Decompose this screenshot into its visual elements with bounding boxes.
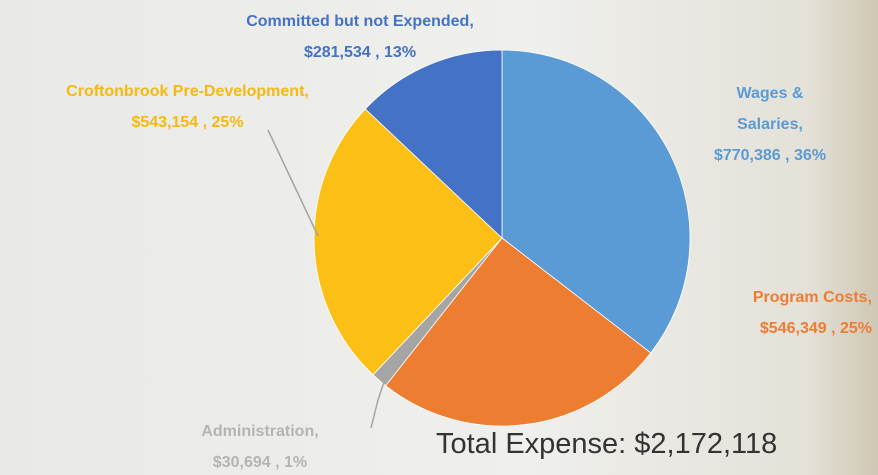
slice-label: Wages & Salaries, $770,386 , 36% bbox=[680, 78, 860, 171]
slice-label: Croftonbrook Pre-Development, $543,154 ,… bbox=[0, 76, 375, 138]
value-label: $30,694 , 1% bbox=[212, 454, 308, 471]
total-annotation: Total Expense: $2,172,118 bbox=[436, 428, 778, 460]
pie-slice bbox=[364, 49, 503, 239]
slice-label: Administration, $30,694 , 1% bbox=[160, 416, 360, 475]
pie-slice bbox=[385, 237, 652, 427]
slice-label: Program Costs, $546,349 , 25% bbox=[753, 282, 872, 344]
slice-label: Committed but not Expended, $281,534 , 1… bbox=[190, 6, 530, 68]
category-label: Program Costs, bbox=[752, 289, 872, 306]
slices bbox=[313, 49, 691, 427]
value-label: $543,154 , 25% bbox=[131, 114, 244, 131]
category-label: Croftonbrook Pre-Development, bbox=[66, 83, 309, 100]
pie-slice bbox=[313, 108, 503, 376]
leader-line bbox=[370, 375, 387, 429]
category-label: Committed but not Expended, bbox=[246, 13, 474, 30]
value-label: $281,534 , 13% bbox=[303, 44, 417, 61]
value-label: $770,386 , 36% bbox=[713, 147, 827, 164]
pie-slice bbox=[501, 49, 691, 354]
category-label: Administration, bbox=[201, 423, 319, 440]
leader-line bbox=[267, 129, 319, 237]
value-label: $546,349 , 25% bbox=[759, 320, 872, 337]
category-label: Wages & Salaries, bbox=[736, 85, 804, 133]
